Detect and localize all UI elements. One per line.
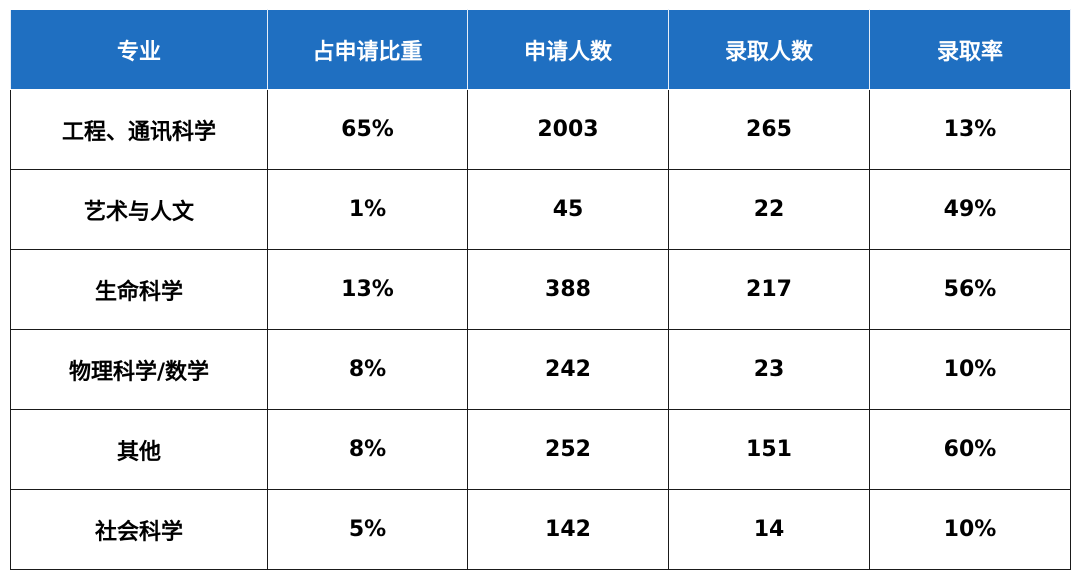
cell-admitted: 265 (668, 89, 870, 170)
cell-admission-rate: 56% (869, 249, 1071, 330)
cell-application-share: 13% (267, 249, 468, 330)
table-row: 生命科学 13% 388 217 56% (10, 249, 1071, 330)
table-header-row: 专业 占申请比重 申请人数 录取人数 录取率 (10, 9, 1071, 90)
cell-applicants: 45 (467, 169, 669, 250)
cell-major: 其他 (10, 409, 268, 490)
table-row: 其他 8% 252 151 60% (10, 409, 1071, 490)
admissions-table: 专业 占申请比重 申请人数 录取人数 录取率 工程、通讯科学 65% 2003 … (10, 9, 1071, 570)
cell-admitted: 217 (668, 249, 870, 330)
cell-application-share: 8% (267, 329, 468, 410)
cell-application-share: 1% (267, 169, 468, 250)
cell-admitted: 14 (668, 489, 870, 570)
cell-applicants: 388 (467, 249, 669, 330)
cell-admission-rate: 60% (869, 409, 1071, 490)
cell-admission-rate: 13% (869, 89, 1071, 170)
cell-applicants: 252 (467, 409, 669, 490)
cell-major: 艺术与人文 (10, 169, 268, 250)
cell-admitted: 151 (668, 409, 870, 490)
cell-admission-rate: 10% (869, 489, 1071, 570)
cell-admission-rate: 10% (869, 329, 1071, 410)
admissions-table-container: 专业 占申请比重 申请人数 录取人数 录取率 工程、通讯科学 65% 2003 … (10, 9, 1071, 570)
cell-application-share: 8% (267, 409, 468, 490)
table-row: 社会科学 5% 142 14 10% (10, 489, 1071, 570)
cell-admission-rate: 49% (869, 169, 1071, 250)
cell-major: 生命科学 (10, 249, 268, 330)
header-applicants: 申请人数 (467, 9, 669, 90)
table-row: 工程、通讯科学 65% 2003 265 13% (10, 89, 1071, 170)
cell-application-share: 65% (267, 89, 468, 170)
cell-admitted: 23 (668, 329, 870, 410)
header-application-share: 占申请比重 (267, 9, 468, 90)
table-row: 物理科学/数学 8% 242 23 10% (10, 329, 1071, 410)
cell-application-share: 5% (267, 489, 468, 570)
cell-applicants: 142 (467, 489, 669, 570)
header-major: 专业 (10, 9, 268, 90)
cell-admitted: 22 (668, 169, 870, 250)
header-admission-rate: 录取率 (869, 9, 1071, 90)
table-row: 艺术与人文 1% 45 22 49% (10, 169, 1071, 250)
cell-major: 工程、通讯科学 (10, 89, 268, 170)
cell-major: 物理科学/数学 (10, 329, 268, 410)
cell-applicants: 242 (467, 329, 669, 410)
cell-major: 社会科学 (10, 489, 268, 570)
cell-applicants: 2003 (467, 89, 669, 170)
header-admitted: 录取人数 (668, 9, 870, 90)
